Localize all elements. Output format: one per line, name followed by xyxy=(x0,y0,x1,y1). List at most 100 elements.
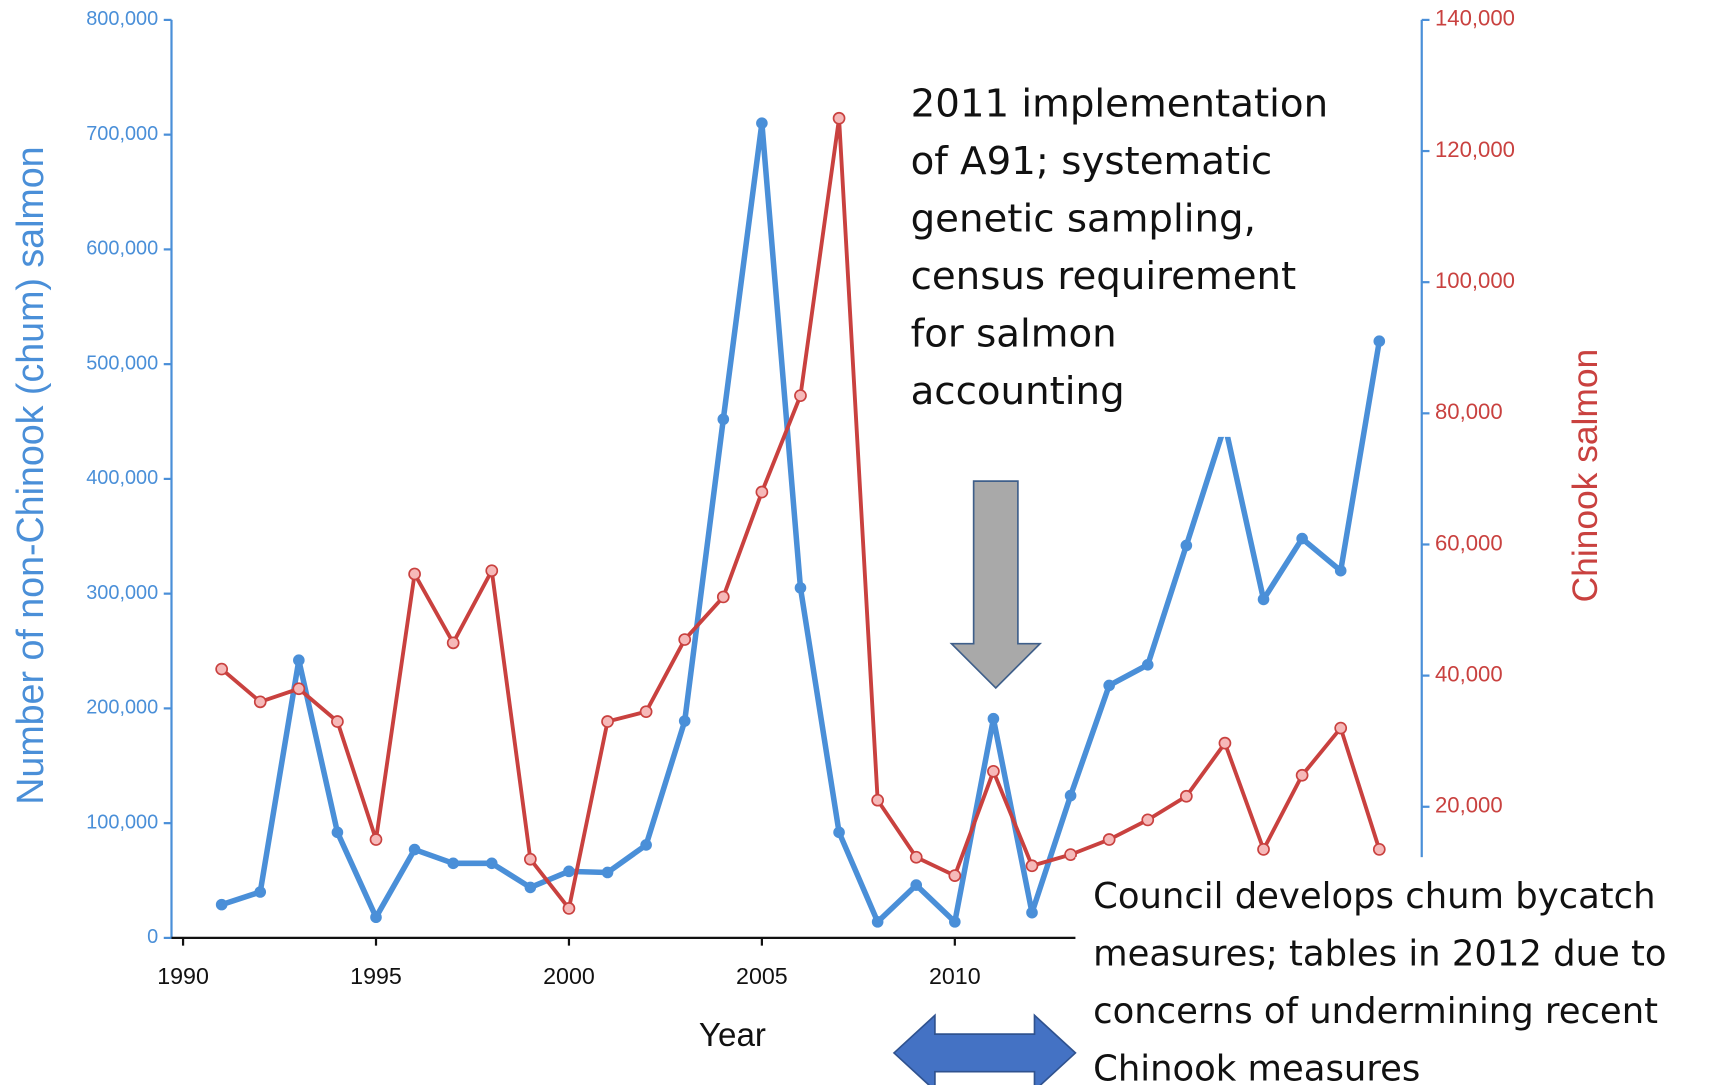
y2-tick-label: 140,000 xyxy=(1435,6,1515,31)
x-tick-label: 1995 xyxy=(350,963,402,989)
point xyxy=(254,886,267,898)
y-tick-label: 300,000 xyxy=(86,582,158,604)
point xyxy=(447,857,459,870)
point xyxy=(485,857,498,870)
point xyxy=(485,564,499,578)
y-tick-label: 0 xyxy=(147,926,158,948)
y-tick-label: 400,000 xyxy=(86,467,158,489)
annotation-text: for salmon xyxy=(911,312,1117,357)
y-tick-label: 200,000 xyxy=(86,697,158,719)
y2-axis-title: Chinook salmon xyxy=(1566,349,1605,603)
annotation-text: concerns of undermining recent xyxy=(1093,991,1658,1032)
x-tick-label: 2005 xyxy=(736,963,788,989)
annotation-text: of A91; systematic xyxy=(911,139,1273,184)
annotation-text: Chinook measures xyxy=(1093,1049,1420,1085)
annotation-text: accounting xyxy=(911,369,1125,414)
point xyxy=(678,715,691,727)
y2-tick-label: 40,000 xyxy=(1435,661,1503,686)
point xyxy=(1064,789,1077,802)
point xyxy=(1218,736,1232,750)
point xyxy=(949,916,961,928)
annotation-text: genetic sampling, xyxy=(911,197,1256,242)
y2-tick-label: 80,000 xyxy=(1435,399,1503,424)
point xyxy=(293,654,305,667)
point xyxy=(871,793,885,807)
point xyxy=(833,826,845,839)
double-arrow xyxy=(892,1013,1077,1090)
annotation-text: Council develops chum bycatch xyxy=(1093,876,1655,917)
x-tick-label: 1990 xyxy=(157,963,209,989)
point xyxy=(755,485,769,499)
point xyxy=(1102,833,1116,846)
point xyxy=(1103,679,1115,692)
point xyxy=(756,117,768,129)
point xyxy=(1334,721,1348,735)
point xyxy=(331,826,344,839)
annotation-box xyxy=(1075,857,1726,1085)
point xyxy=(369,833,383,846)
point xyxy=(640,839,652,851)
point xyxy=(563,865,575,878)
arrow-down xyxy=(949,480,1043,690)
point xyxy=(215,898,228,911)
y2-tick-label: 120,000 xyxy=(1435,137,1515,162)
point xyxy=(1257,843,1270,856)
point xyxy=(1295,768,1309,782)
x-tick-label: 2010 xyxy=(929,963,981,989)
annotation-text: 2011 implementation xyxy=(911,82,1329,127)
point xyxy=(524,881,537,894)
y-tick-label: 100,000 xyxy=(86,811,158,833)
y-tick-label: 800,000 xyxy=(86,8,158,30)
point xyxy=(292,682,306,696)
point xyxy=(601,866,614,879)
point xyxy=(1372,843,1386,856)
point xyxy=(562,902,576,915)
y2-tick-label: 100,000 xyxy=(1435,268,1515,293)
point xyxy=(871,916,884,928)
point xyxy=(794,582,807,594)
point xyxy=(1064,848,1077,861)
point xyxy=(1373,335,1386,348)
point xyxy=(601,715,614,728)
x-axis-title: Year xyxy=(699,1017,766,1054)
point xyxy=(1025,859,1039,873)
annotation-box xyxy=(896,71,1345,437)
point xyxy=(1334,564,1347,577)
point xyxy=(331,715,344,728)
point xyxy=(717,413,730,426)
point xyxy=(832,111,846,125)
point xyxy=(987,712,1000,725)
point xyxy=(446,636,460,650)
point xyxy=(1257,593,1270,606)
point xyxy=(370,911,382,924)
point xyxy=(408,567,421,581)
y2-tick-label: 20,000 xyxy=(1435,793,1503,818)
y2-tick-label: 60,000 xyxy=(1435,530,1503,555)
point xyxy=(1179,789,1193,803)
point xyxy=(987,764,1000,778)
point xyxy=(716,590,730,604)
point xyxy=(215,662,229,676)
point xyxy=(678,633,692,646)
point xyxy=(794,389,807,402)
point xyxy=(639,705,653,719)
point xyxy=(1026,906,1038,919)
point xyxy=(1296,532,1308,545)
y-axis-title: Number of non-Chinook (chum) salmon xyxy=(9,146,51,804)
annotation-text: census requirement xyxy=(911,254,1297,299)
point xyxy=(910,879,923,891)
point xyxy=(1141,813,1155,827)
point xyxy=(1141,658,1154,671)
point xyxy=(253,695,267,709)
y-tick-label: 500,000 xyxy=(86,352,158,374)
y-tick-label: 600,000 xyxy=(86,238,158,260)
y-tick-label: 700,000 xyxy=(86,123,158,145)
point xyxy=(948,869,962,882)
point xyxy=(523,852,537,866)
point xyxy=(408,843,421,856)
x-tick-label: 2000 xyxy=(543,963,595,989)
point xyxy=(1180,539,1193,552)
point xyxy=(909,850,923,864)
